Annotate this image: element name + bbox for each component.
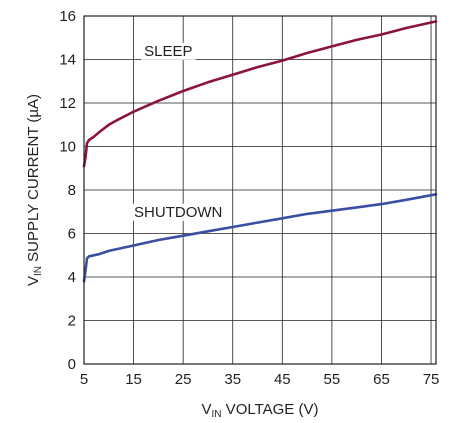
- shutdown-label-background: [131, 203, 226, 221]
- y-tick-label: 10: [59, 139, 76, 156]
- x-tick-label: 55: [324, 371, 341, 388]
- sleep-line: [82, 20, 438, 168]
- series-lines: [82, 20, 438, 283]
- y-axis-title: VIN SUPPLY CURRENT (µA): [25, 94, 44, 286]
- y-axis-title-prefix: V: [25, 276, 42, 286]
- x-axis-title-prefix: V: [202, 401, 212, 418]
- shutdown-label: SHUTDOWN: [134, 204, 222, 221]
- y-axis-title-suffix: SUPPLY CURRENT (µA): [25, 94, 42, 266]
- y-tick-label: 0: [68, 356, 76, 373]
- x-axis-title-suffix: VOLTAGE (V): [222, 401, 319, 418]
- x-tick-label: 5: [80, 371, 88, 388]
- y-axis-title-subscript: IN: [33, 266, 44, 276]
- y-tick-label: 4: [68, 269, 76, 286]
- shutdown-line: [82, 193, 438, 283]
- grid-lines: [83, 15, 436, 365]
- y-tick-label: 12: [59, 95, 76, 112]
- y-tick-label: 14: [59, 52, 76, 69]
- sleep-label: SLEEP: [144, 43, 192, 60]
- x-tick-label: 15: [125, 371, 142, 388]
- x-tick-label: 65: [373, 371, 390, 388]
- x-tick-labels: 5 15 25 35 45 55 65 75: [80, 371, 440, 388]
- plot-frame: [83, 15, 437, 365]
- x-tick-label: 45: [274, 371, 291, 388]
- series-labels: SLEEP SHUTDOWN: [131, 42, 226, 221]
- y-tick-label: 6: [68, 226, 76, 243]
- x-tick-label: 35: [224, 371, 241, 388]
- y-tick-label: 16: [59, 8, 76, 25]
- x-tick-label: 25: [175, 371, 192, 388]
- y-tick-label: 8: [68, 182, 76, 199]
- y-tick-labels: 0 2 4 6 8 10 12 14 16: [59, 8, 76, 373]
- sleep-label-background: [141, 42, 196, 60]
- x-axis-title: VIN VOLTAGE (V): [202, 401, 319, 420]
- x-axis-title-subscript: IN: [212, 409, 222, 420]
- x-tick-label: 75: [423, 371, 440, 388]
- y-tick-label: 2: [68, 313, 76, 330]
